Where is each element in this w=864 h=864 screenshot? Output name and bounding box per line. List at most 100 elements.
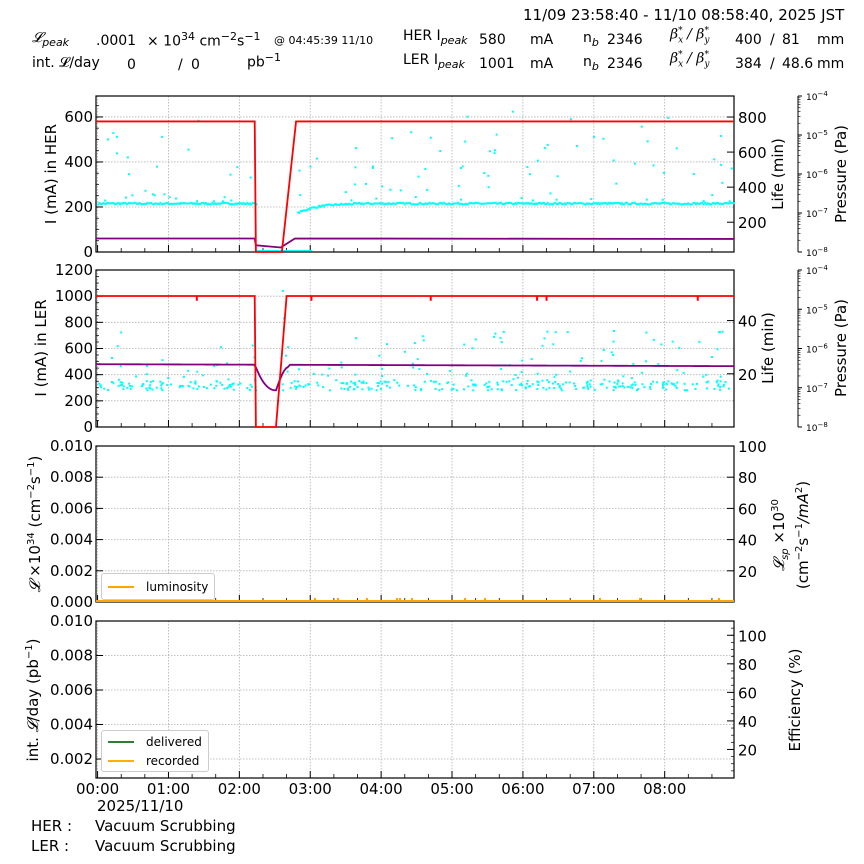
y-axis-label-luminosity: 𝓛 ×1034 (cm−2s−1) — [26, 456, 44, 593]
y-tick-label: 0.000 — [50, 593, 93, 611]
y-tick-label: 0.008 — [50, 468, 93, 486]
y-axis-label-her: I (mA) in HER — [42, 124, 60, 224]
y-tick-label: 0.010 — [50, 612, 93, 630]
x-tick-label: 01:00 — [147, 780, 190, 798]
her-ipeak-value: 580 — [479, 32, 506, 48]
legend-intlum: delivered recorded — [101, 730, 209, 772]
y-tick-label: 200 — [64, 198, 93, 216]
unit-prefix: × 10 — [147, 33, 181, 50]
ler-beta-x: 384 — [735, 56, 762, 72]
x-tick-label: 04:00 — [360, 780, 403, 798]
y-tick-label: 600 — [64, 340, 93, 358]
int-lum-delivered: 0 — [127, 57, 136, 73]
unit-exp3: −1 — [244, 30, 261, 43]
y-tick-label: 800 — [64, 313, 93, 331]
y2-tick-label: 80 — [738, 656, 757, 674]
time-range: 11/09 23:58:40 - 11/10 08:58:40, 2025 JS… — [523, 6, 845, 24]
legend-swatch-recorded — [108, 759, 134, 762]
pressure-tick-label: 10−8 — [806, 421, 828, 434]
panel-her: 0 200 400 600 — [64, 95, 735, 261]
pressure-tick-label: 10−6 — [806, 343, 828, 356]
y-tick-label: 200 — [64, 392, 93, 410]
ler-ipeak-value: 1001 — [479, 56, 515, 72]
lum-sub: peak — [42, 35, 70, 49]
lum-peak-unit: × 1034 cm−2s−1 — [147, 30, 261, 50]
lum-peak-time: @ 04:45:39 11/10 — [274, 34, 374, 47]
y2-tick-label: 100 — [738, 627, 767, 645]
y-tick-label: 0.002 — [50, 562, 93, 580]
ler-ipeak-unit: mA — [530, 56, 554, 72]
pressure-tick-label: 10−7 — [806, 382, 828, 395]
y2-axis-label-lsp-unit: (cm−2s−1/mA2) — [794, 481, 812, 589]
nb-n: n — [583, 30, 592, 46]
unit-pb-exp: −1 — [264, 51, 281, 64]
her-beta-x: 400 — [735, 32, 762, 48]
y-tick-label: 1000 — [55, 287, 93, 305]
y-tick-label: 0 — [83, 243, 93, 261]
unit-s: s — [237, 33, 245, 50]
y-tick-label: 0.002 — [50, 750, 93, 768]
ler-sub: peak — [437, 57, 465, 71]
y2-axis-label-her-life: Life (min) — [769, 138, 787, 210]
her-ipeak-label: HER Ipeak — [403, 28, 468, 47]
ler-nb-label: nb — [583, 54, 599, 73]
y-tick-label: 0.008 — [50, 647, 93, 665]
legend-luminosity: luminosity — [101, 573, 216, 600]
int-lum-unit: pb−1 — [247, 51, 281, 71]
panel-luminosity: 0.000 0.002 0.004 0.006 0.008 0.010 — [50, 437, 735, 611]
unit-exp: 34 — [181, 30, 195, 43]
y2-tick-label: 20 — [738, 741, 757, 759]
ler-status-value: Vacuum Scrubbing — [95, 837, 236, 855]
y2-tick-label: 40 — [738, 532, 757, 550]
her-beta-sep: / — [770, 32, 775, 48]
x-tick-label: 03:00 — [289, 780, 332, 798]
y2-axis-label-ler-life: Life (min) — [759, 312, 777, 384]
ler-status-label: LER : — [31, 837, 70, 855]
x-tick-label: 05:00 — [430, 780, 473, 798]
her-nb-label: nb — [583, 30, 599, 49]
y2-tick-label: 600 — [738, 144, 767, 162]
y2-tick-label: 100 — [738, 438, 767, 456]
y2-tick-label: 80 — [738, 469, 757, 487]
int-lum-recorded: 0 — [191, 57, 200, 73]
y-tick-label: 0.006 — [50, 499, 93, 517]
y-tick-label: 600 — [64, 108, 93, 126]
her-ipeak-unit: mA — [530, 32, 554, 48]
y-tick-label: 400 — [64, 153, 93, 171]
legend-label-recorded: recorded — [146, 753, 200, 768]
ler-beta-sep: / — [770, 56, 775, 72]
y2-tick-label: 20 — [738, 563, 757, 581]
y-axis-label-ler: I (mA) in LER — [32, 299, 50, 396]
int-lum-sep: / — [178, 57, 183, 73]
y-axis-label-int-lum: int. 𝓛/day (pb−1) — [24, 639, 42, 762]
unit-cm: cm — [195, 33, 221, 50]
legend-swatch-luminosity — [108, 585, 134, 588]
panel-ler: 0 200 400 600 800 1000 1200 — [55, 261, 735, 436]
y2-tick-label: 40 — [738, 713, 757, 731]
her-nb-value: 2346 — [607, 32, 643, 48]
unit-pb: pb — [247, 54, 265, 71]
y3-axis-label-ler-pressure: Pressure (Pa) — [832, 299, 850, 397]
int-lum-label: int. 𝓛/day — [32, 55, 100, 71]
pressure-tick-label: 10−5 — [806, 303, 828, 316]
her-status-value: Vacuum Scrubbing — [95, 817, 236, 835]
pressure-tick-label: 10−5 — [806, 129, 828, 142]
nb-n: n — [583, 54, 592, 70]
unit-exp2: −2 — [220, 30, 238, 43]
ler-nb-value: 2346 — [607, 56, 643, 72]
legend-label-luminosity: luminosity — [146, 579, 209, 594]
x-tick-label: 06:00 — [501, 780, 544, 798]
nb-sub: b — [591, 35, 599, 49]
her-beta-label: βx* / βy* — [670, 26, 710, 46]
ler-beta-unit: mm — [817, 56, 845, 72]
y2-axis-label-efficiency: Efficiency (%) — [786, 649, 804, 752]
ler-label: LER I — [403, 52, 438, 68]
her-sub: peak — [440, 33, 468, 47]
her-beta-y: 81 — [782, 32, 800, 48]
pressure-tick-label: 10−6 — [806, 168, 828, 181]
ler-ipeak-label: LER Ipeak — [403, 52, 465, 71]
y-tick-label: 0 — [83, 418, 93, 436]
y2-tick-label: 60 — [738, 500, 757, 518]
y-tick-label: 0.010 — [50, 437, 93, 455]
